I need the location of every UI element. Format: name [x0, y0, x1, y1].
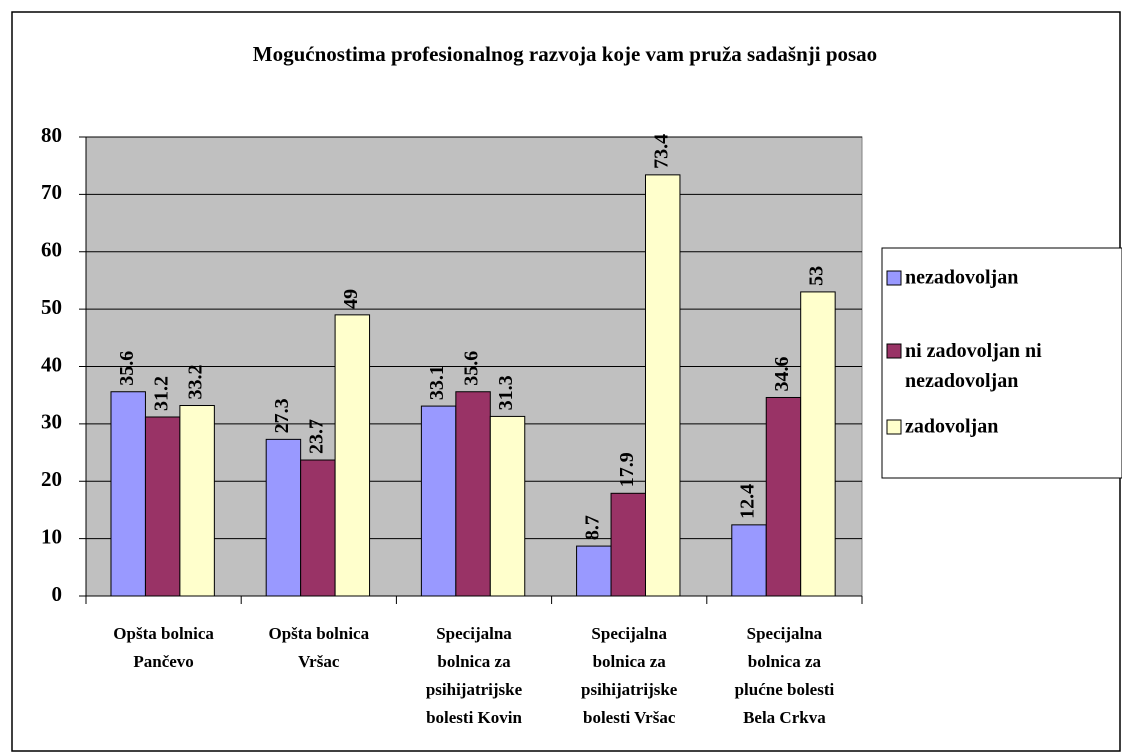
bar — [300, 459, 336, 597]
value-label: 33.2 — [185, 365, 207, 400]
value-label: 35.6 — [116, 351, 138, 386]
legend-label: nezadovoljan — [905, 267, 1018, 289]
value-label: 53 — [806, 266, 828, 286]
bar — [265, 438, 302, 597]
bar — [576, 545, 612, 597]
y-tick-label: 20 — [41, 467, 62, 491]
value-label: 31.3 — [495, 375, 517, 410]
x-tick-label: Specijalna bolnica za psihijatrijske bolest… — [581, 624, 678, 727]
bar — [610, 492, 646, 597]
bar — [144, 416, 181, 597]
value-label: 27.3 — [271, 398, 293, 433]
bar — [455, 391, 491, 597]
value-label: 8.7 — [581, 515, 603, 540]
bar — [420, 405, 457, 597]
bar — [110, 391, 146, 597]
bar — [644, 174, 681, 597]
y-tick-label: 80 — [41, 123, 62, 147]
value-label: 17.9 — [616, 452, 638, 487]
value-label: 31.2 — [150, 376, 172, 411]
value-label: 35.6 — [461, 351, 483, 386]
bar — [334, 314, 371, 597]
legend-label: zadovoljan — [905, 416, 998, 438]
bar — [489, 415, 526, 597]
legend-label: ni zadovoljan ni nezadovoljan — [905, 340, 1042, 392]
value-label: 33.1 — [426, 365, 448, 400]
chart-title: Mogućnostima profesionalnog razvoja koje… — [253, 42, 877, 66]
y-tick-label: 60 — [41, 238, 62, 262]
x-tick-label: Opšta bolnica Pančevo — [113, 624, 214, 671]
bar — [731, 524, 767, 597]
y-tick-label: 0 — [52, 582, 63, 606]
value-label: 23.7 — [305, 419, 327, 454]
value-label: 73.4 — [650, 134, 672, 169]
legend-box — [881, 247, 1122, 479]
legend-swatch — [886, 419, 902, 435]
y-tick-label: 70 — [41, 180, 62, 204]
value-label: 12.4 — [737, 484, 759, 519]
bar — [800, 291, 836, 597]
legend-swatch — [886, 270, 902, 286]
x-tick-label: Specijalna bolnica za psihijatrijske bolest… — [426, 624, 523, 727]
y-tick-label: 30 — [41, 410, 62, 434]
y-tick-label: 40 — [41, 352, 62, 376]
y-tick-label: 50 — [41, 295, 62, 319]
x-tick-label: Opšta bolnica Vršac — [268, 624, 369, 671]
bar — [179, 405, 215, 597]
value-label: 49 — [340, 289, 362, 309]
legend-swatch — [886, 343, 902, 359]
bar — [765, 396, 802, 597]
x-tick-label: Specijalna bolnica za plućne bolesti Bela C… — [735, 624, 835, 727]
y-tick-label: 10 — [41, 524, 62, 548]
value-label: 34.6 — [771, 356, 793, 391]
